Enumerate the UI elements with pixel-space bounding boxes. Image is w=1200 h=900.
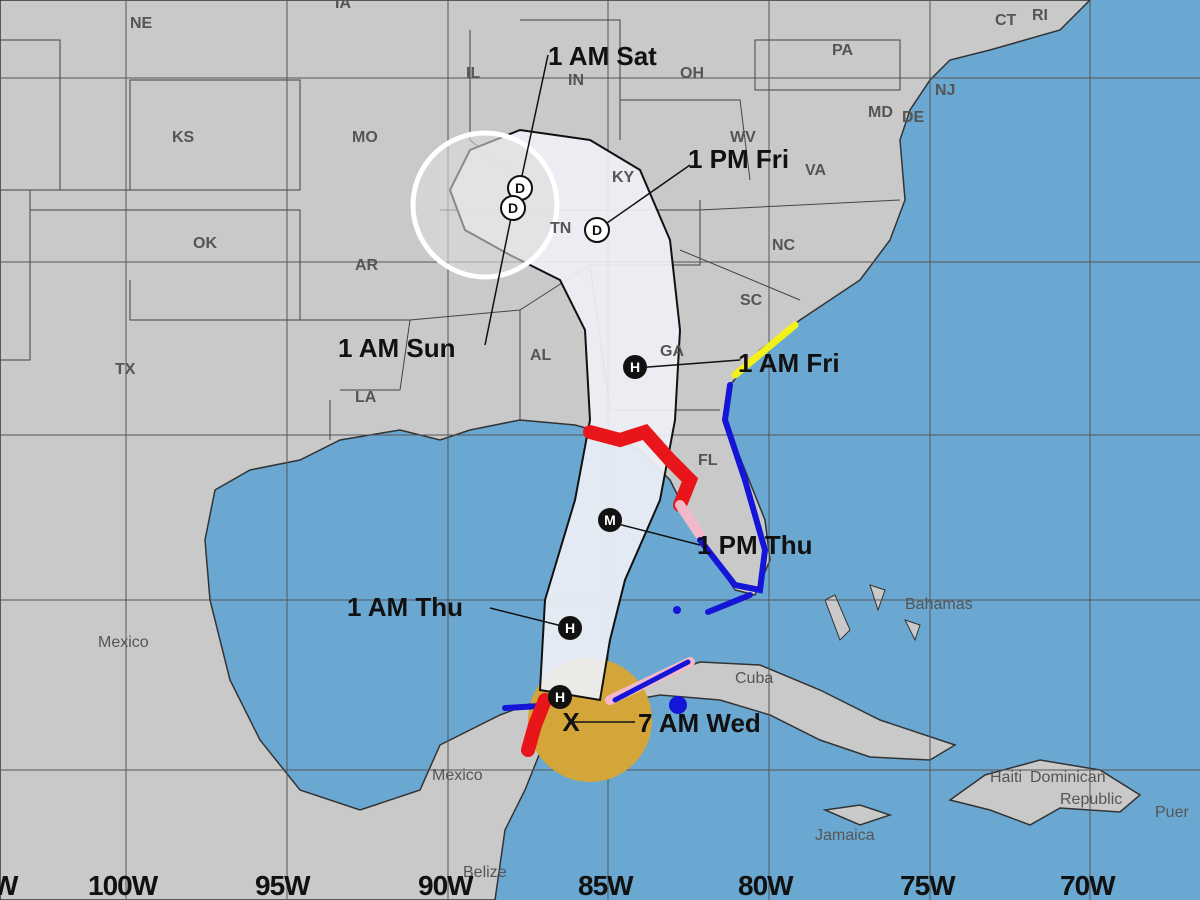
jamaica-land [822, 804, 893, 826]
place-label: Cuba [735, 670, 773, 687]
forecast-markers: X H H M H D D D [500, 175, 647, 737]
place-label: Mexico [432, 767, 483, 784]
tropical-storm-watch [731, 321, 799, 379]
hurricane-watch [675, 500, 705, 540]
state-label: NJ [935, 82, 955, 99]
label-1am-thu: 1 AM Thu [347, 592, 463, 622]
current-position-x-marker: X [562, 707, 580, 737]
label-1am-sun: 1 AM Sun [338, 333, 455, 363]
leader-lines [484, 54, 741, 723]
state-label: GA [660, 343, 684, 360]
label-1pm-fri: 1 PM Fri [688, 144, 789, 174]
hurricane-marker: H [630, 359, 640, 375]
hurricane-warning-yucatan [521, 693, 552, 757]
state-label: AL [530, 347, 552, 364]
axis-label: W [0, 870, 19, 900]
state-label: PA [832, 42, 853, 59]
place-label: Jamaica [815, 827, 875, 844]
forecast-cone [448, 128, 682, 702]
state-label: OK [193, 235, 217, 252]
major-hurricane-marker: M [604, 512, 616, 528]
state-label: SC [740, 292, 763, 309]
place-label: Mexico [98, 634, 149, 651]
state-label: WV [730, 129, 756, 146]
place-label: Dominican [1030, 769, 1106, 786]
place-label: Belize [463, 864, 507, 881]
state-label: FL [698, 452, 718, 469]
state-label: MD [868, 104, 893, 121]
hurricane-marker: H [555, 689, 565, 705]
label-1pm-thu: 1 PM Thu [697, 530, 813, 560]
label-7am-wed: 7 AM Wed [638, 708, 761, 738]
tropical-storm-warning-florida [697, 382, 769, 594]
state-labels: NE IA KS MO IL IN OH PA WV VA KY TN NC O… [115, 0, 1048, 469]
state-label: OH [680, 65, 704, 82]
state-label: DE [902, 109, 925, 126]
state-label: IL [466, 65, 480, 82]
state-label: TN [550, 220, 571, 237]
depression-marker: D [508, 200, 518, 216]
state-label: LA [355, 389, 377, 406]
state-label: IA [335, 0, 351, 12]
place-labels: Mexico Mexico Bahamas Cuba Haiti Dominic… [98, 596, 1189, 881]
state-label: AR [355, 257, 379, 274]
depression-marker: D [515, 180, 525, 196]
axis-label: 90W [418, 870, 474, 900]
place-label: Puer [1155, 804, 1189, 821]
state-label: TX [115, 361, 136, 378]
place-label: Republic [1060, 791, 1122, 808]
axis-label: 80W [738, 870, 794, 900]
state-label: KY [612, 169, 635, 186]
cuba-land [604, 661, 957, 761]
state-label: MO [352, 129, 378, 146]
state-label: VA [805, 162, 826, 179]
place-label: Bahamas [905, 596, 973, 613]
axis-label: 75W [900, 870, 956, 900]
coastal-warnings [502, 321, 799, 757]
state-borders [0, 19, 901, 440]
label-1am-fri: 1 AM Fri [738, 348, 840, 378]
label-1am-sat: 1 AM Sat [548, 41, 657, 71]
depression-marker: D [592, 222, 602, 238]
axis-label: 95W [255, 870, 311, 900]
place-label: Haiti [990, 769, 1022, 786]
axis-label: 100W [88, 870, 159, 900]
state-label: IN [568, 72, 584, 89]
state-label: NE [130, 15, 153, 32]
axis-label: 70W [1060, 870, 1116, 900]
state-label: CT [995, 12, 1017, 29]
hurricane-warning [583, 423, 699, 512]
state-label: RI [1032, 7, 1048, 24]
longitude-axis: W 100W 95W 90W 85W 80W 75W 70W [0, 870, 1117, 900]
day4-5-uncertainty-area [410, 130, 560, 280]
axis-label: 85W [578, 870, 634, 900]
state-label: NC [772, 237, 796, 254]
state-label: KS [172, 129, 195, 146]
hurricane-marker: H [565, 620, 575, 636]
